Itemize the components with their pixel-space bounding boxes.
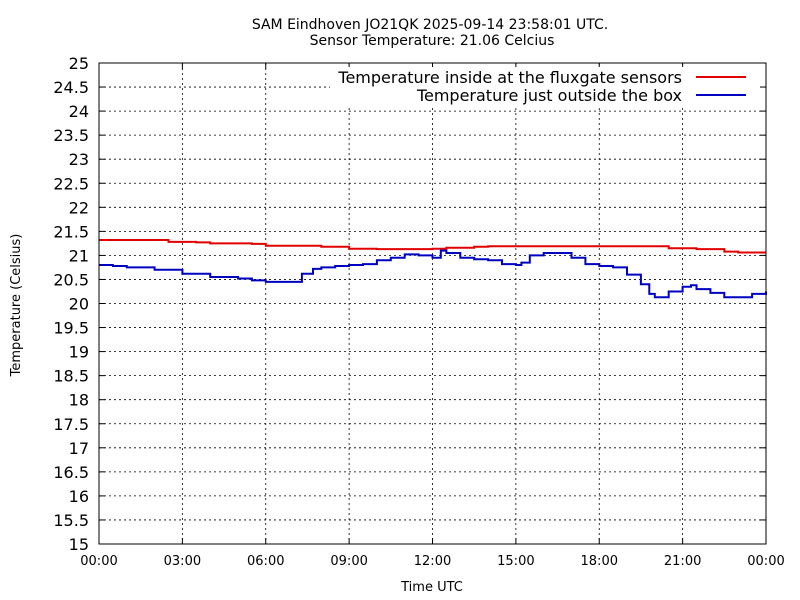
y-tick-label: 19.5: [53, 319, 89, 338]
y-tick-labels: 15 15.5 16 16.5 17 17.5 18 18.5 19 19.5 20 20.5 21 21…: [53, 54, 89, 554]
y-tick-label: 23.5: [53, 126, 89, 145]
y-tick-label: 21: [69, 246, 89, 265]
series-line-1: [99, 249, 767, 299]
x-tick-label: 09:00: [330, 554, 367, 569]
y-tick-label: 24: [69, 102, 89, 121]
x-tick-label: 00:00: [747, 554, 784, 569]
y-tick-label: 22.5: [53, 174, 89, 193]
x-tick-labels: 00:00 03:00 06:00 09:00 12:00 15:00 18:00 21:00…: [80, 554, 784, 569]
chart-subtitle: Sensor Temperature: 21.06 Celcius: [310, 33, 555, 49]
y-tick-label: 21.5: [53, 222, 89, 241]
y-tick-label: 16.5: [53, 463, 89, 482]
y-tick-label: 17.5: [53, 415, 89, 434]
x-axis-label: Time UTC: [400, 580, 463, 595]
y-tick-label: 22: [69, 198, 89, 217]
legend: Temperature inside at the fluxgate senso…: [330, 67, 760, 105]
y-tick-label: 24.5: [53, 78, 89, 97]
x-tick-label: 00:00: [80, 554, 117, 569]
y-tick-label: 17: [69, 439, 89, 458]
y-tick-label: 15.5: [53, 511, 89, 530]
y-tick-label: 16: [69, 487, 89, 506]
legend-background: [330, 67, 760, 105]
y-tick-label: 20: [69, 295, 89, 314]
y-tick-label: 19: [69, 343, 89, 362]
x-tick-label: 15:00: [497, 554, 534, 569]
y-axis-label: Temperature (Celsius): [9, 234, 24, 378]
legend-label-inside: Temperature inside at the fluxgate senso…: [337, 68, 682, 87]
y-tick-label: 15: [69, 535, 89, 554]
y-tick-label: 23: [69, 150, 89, 169]
legend-label-outside: Temperature just outside the box: [416, 86, 682, 105]
y-tick-label: 20.5: [53, 270, 89, 289]
y-tick-label: 25: [69, 54, 89, 73]
y-tick-label: 18: [69, 391, 89, 410]
series-lines: [99, 239, 767, 299]
plot-frame: [98, 62, 767, 545]
x-tick-label: 06:00: [247, 554, 284, 569]
y-tick-label: 18.5: [53, 367, 89, 386]
x-tick-label: 12:00: [414, 554, 451, 569]
x-tick-label: 18:00: [581, 554, 618, 569]
x-tick-label: 21:00: [664, 554, 701, 569]
chart-title: SAM Eindhoven JO21QK 2025-09-14 23:58:01…: [252, 17, 608, 33]
grid: [98, 62, 767, 545]
series-line-0: [99, 239, 766, 254]
x-tick-label: 03:00: [164, 554, 201, 569]
